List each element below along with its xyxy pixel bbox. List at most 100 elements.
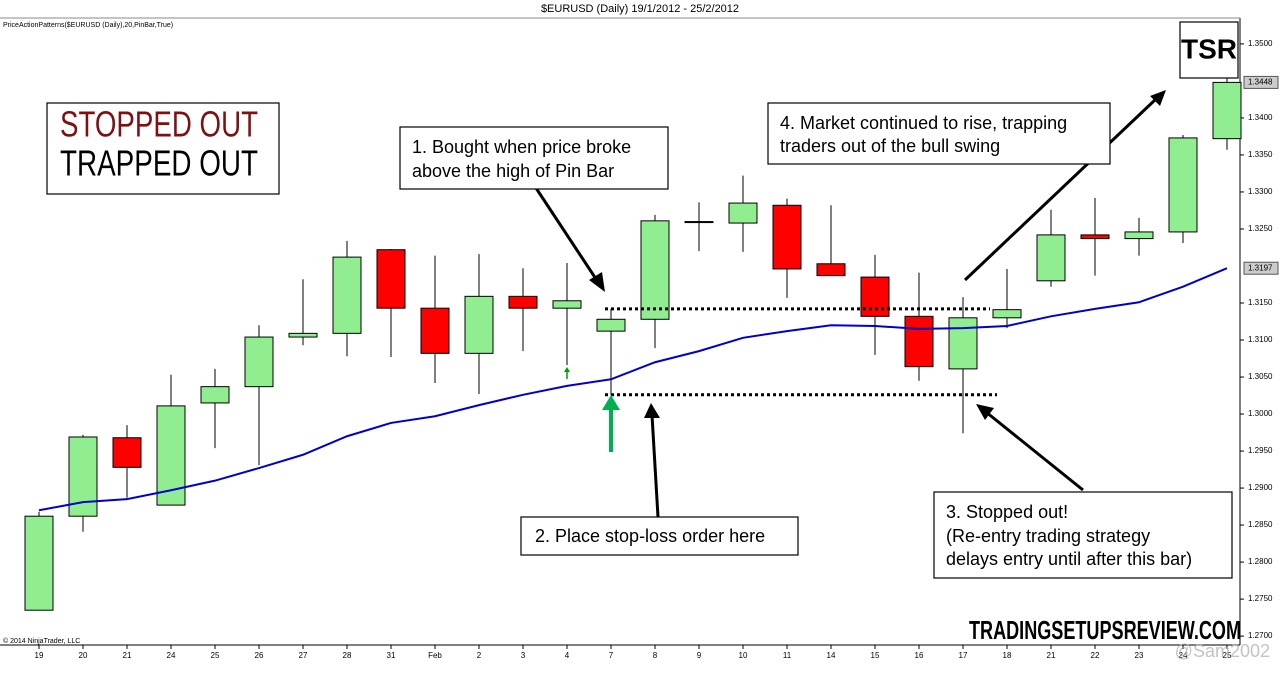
candle-body xyxy=(596,318,626,332)
x-tick-label: 25 xyxy=(1223,651,1232,660)
candle-body xyxy=(552,300,582,309)
candle-body xyxy=(816,263,846,277)
candle-body xyxy=(332,256,362,334)
y-tick-label: 1.3250 xyxy=(1248,224,1273,233)
candle-body xyxy=(904,315,934,368)
arrow xyxy=(985,410,1084,492)
x-tick-label: 25 xyxy=(211,651,220,660)
x-tick-label: 28 xyxy=(343,651,352,660)
candle-body xyxy=(948,317,978,370)
candle-body xyxy=(860,276,890,317)
candle-body xyxy=(1168,137,1198,233)
x-tick-label: 15 xyxy=(871,651,880,660)
candle-body xyxy=(376,249,406,309)
candle-body xyxy=(728,202,758,224)
candle-body xyxy=(1124,231,1154,240)
x-tick-label: Feb xyxy=(428,651,442,660)
x-tick-label: 22 xyxy=(1091,651,1100,660)
y-tick-label: 1.3400 xyxy=(1248,113,1273,122)
logo: TSR xyxy=(1181,33,1237,64)
y-tick-label: 1.3050 xyxy=(1248,372,1273,381)
note-box xyxy=(933,491,1233,579)
note-box xyxy=(399,126,669,190)
indicator-label: PriceActionPatterns($EURUSD (Daily),20,P… xyxy=(3,22,173,29)
y-tick-label: 1.2950 xyxy=(1248,446,1273,455)
candle-body xyxy=(508,295,538,309)
note: traders out of the bull swing xyxy=(780,136,1000,156)
note: delays entry until after this bar) xyxy=(946,549,1192,569)
x-tick-label: 24 xyxy=(1179,651,1188,660)
arrow-head xyxy=(589,272,605,292)
x-tick-label: 21 xyxy=(1047,651,1056,660)
moving-average xyxy=(38,267,1228,512)
y-tick-label: 1.3000 xyxy=(1248,409,1273,418)
price-tag-label: 1.3448 xyxy=(1248,78,1273,87)
headline: STOPPED OUT xyxy=(60,104,258,145)
note: 2. Place stop-loss order here xyxy=(535,526,765,546)
arrow xyxy=(650,414,660,518)
candle-body xyxy=(772,204,802,270)
candle-body xyxy=(112,437,142,468)
copyright: © 2014 NinjaTrader, LLC xyxy=(3,637,80,645)
x-tick-label: 9 xyxy=(697,651,702,660)
x-tick-label: 21 xyxy=(123,651,132,660)
arrow-head xyxy=(602,395,620,410)
x-tick-label: 31 xyxy=(387,651,396,660)
x-tick-label: 26 xyxy=(255,651,264,660)
note: (Re-entry trading strategy xyxy=(946,526,1150,546)
candle-body xyxy=(288,332,318,338)
candle-body xyxy=(244,336,274,388)
note: 1. Bought when price broke xyxy=(412,137,631,157)
y-tick-label: 1.2850 xyxy=(1248,520,1273,529)
note-box xyxy=(520,516,799,556)
x-tick-label: 2 xyxy=(477,651,482,660)
note: above the high of Pin Bar xyxy=(412,161,614,181)
arrow-head xyxy=(644,403,660,418)
note-box xyxy=(767,102,1111,165)
y-tick-label: 1.3150 xyxy=(1248,298,1273,307)
candle-body xyxy=(684,221,714,224)
candle-body xyxy=(640,220,670,320)
candle-body xyxy=(200,386,230,404)
headline: TRAPPED OUT xyxy=(60,143,258,184)
entry-arrows xyxy=(564,367,620,452)
x-tick-label: 27 xyxy=(299,651,308,660)
x-tick-label: 16 xyxy=(915,651,924,660)
x-tick-label: 23 xyxy=(1135,651,1144,660)
arrows xyxy=(534,90,1166,518)
x-tick-label: 11 xyxy=(783,651,792,660)
watermark: @Sam2002 xyxy=(1175,641,1270,661)
x-tick-label: 4 xyxy=(565,651,570,660)
y-tick-label: 1.2800 xyxy=(1248,557,1273,566)
x-tick-label: 14 xyxy=(827,651,836,660)
x-tick-label: 3 xyxy=(521,651,526,660)
signal-arrow-head xyxy=(564,367,570,372)
x-tick-label: 24 xyxy=(167,651,176,660)
y-tick-label: 1.3500 xyxy=(1248,39,1273,48)
arrow xyxy=(534,187,600,283)
y-tick-label: 1.3100 xyxy=(1248,335,1273,344)
arrow-head xyxy=(1150,90,1166,106)
x-tick-label: 10 xyxy=(739,651,748,660)
candle-body xyxy=(420,307,450,354)
y-tick-label: 1.2700 xyxy=(1248,631,1273,640)
price-tag-label: 1.3197 xyxy=(1248,263,1273,272)
candle-body xyxy=(992,309,1022,319)
y-tick-label: 1.2900 xyxy=(1248,483,1273,492)
note: 3. Stopped out! xyxy=(946,502,1068,522)
arrow-head xyxy=(976,404,994,420)
note: 4. Market continued to rise, trapping xyxy=(780,113,1067,133)
x-tick-label: 17 xyxy=(959,651,968,660)
logo-box xyxy=(1179,21,1239,79)
x-tick-label: 18 xyxy=(1003,651,1012,660)
headline-box xyxy=(46,102,280,195)
x-tick-label: 20 xyxy=(79,651,88,660)
price-tag xyxy=(1243,75,1279,89)
chart-title: $EURUSD (Daily) 19/1/2012 - 25/2/2012 xyxy=(541,3,739,15)
x-tick-label: 7 xyxy=(609,651,614,660)
candle-body xyxy=(1036,234,1066,282)
candle-body xyxy=(1212,81,1242,140)
price-tag xyxy=(1243,261,1279,275)
y-tick-label: 1.3300 xyxy=(1248,187,1273,196)
